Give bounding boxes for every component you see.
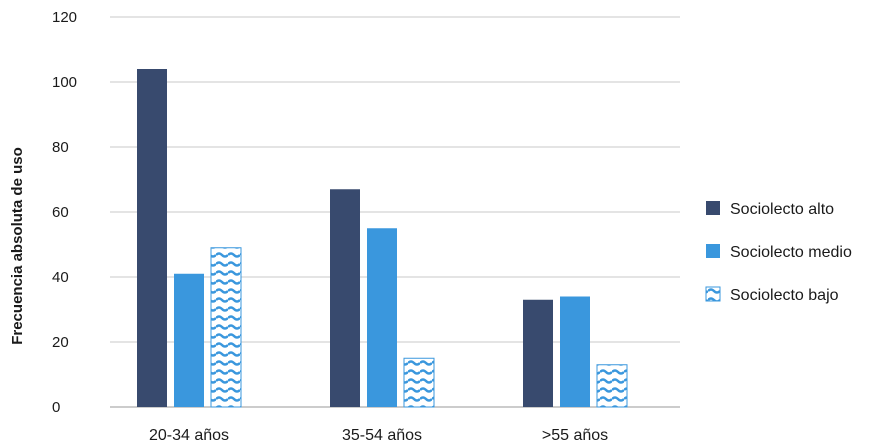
legend-label: Sociolecto medio	[730, 244, 852, 261]
legend-label: Sociolecto alto	[730, 201, 834, 218]
x-axis-categories: 20-34 años 35-54 años >55 años	[149, 427, 608, 444]
y-axis-label: Frecuencia absoluta de uso	[9, 147, 26, 345]
bar-sociolecto-medio-3	[560, 296, 590, 407]
legend-swatch	[706, 244, 720, 258]
x-category-label: 35-54 años	[342, 427, 422, 444]
bar-sociolecto-medio-1	[174, 273, 204, 407]
y-tick-label: 40	[52, 269, 69, 286]
legend: Sociolecto alto Sociolecto medio Sociolect…	[705, 201, 852, 304]
y-tick-label: 80	[52, 139, 69, 156]
y-axis-ticks: 0 20 40 60 80 100 120	[52, 9, 77, 416]
bar-sociolecto-bajo-2	[403, 357, 435, 408]
y-tick-label: 120	[52, 9, 77, 26]
y-tick-label: 20	[52, 334, 69, 351]
legend-swatch	[705, 286, 721, 302]
x-category-label: >55 años	[542, 427, 608, 444]
x-category-label: 20-34 años	[149, 427, 229, 444]
legend-swatch	[706, 201, 720, 215]
y-tick-label: 100	[52, 74, 77, 91]
bar-sociolecto-medio-2	[367, 228, 397, 407]
bar-sociolecto-alto-2	[330, 189, 360, 407]
bars	[137, 69, 628, 408]
bar-sociolecto-bajo-1	[210, 247, 242, 408]
bar-sociolecto-alto-1	[137, 69, 167, 407]
legend-label: Sociolecto bajo	[730, 287, 839, 304]
y-tick-label: 0	[52, 399, 60, 416]
bar-sociolecto-alto-3	[523, 299, 553, 407]
y-tick-label: 60	[52, 204, 69, 221]
bar-sociolecto-bajo-3	[596, 364, 628, 408]
